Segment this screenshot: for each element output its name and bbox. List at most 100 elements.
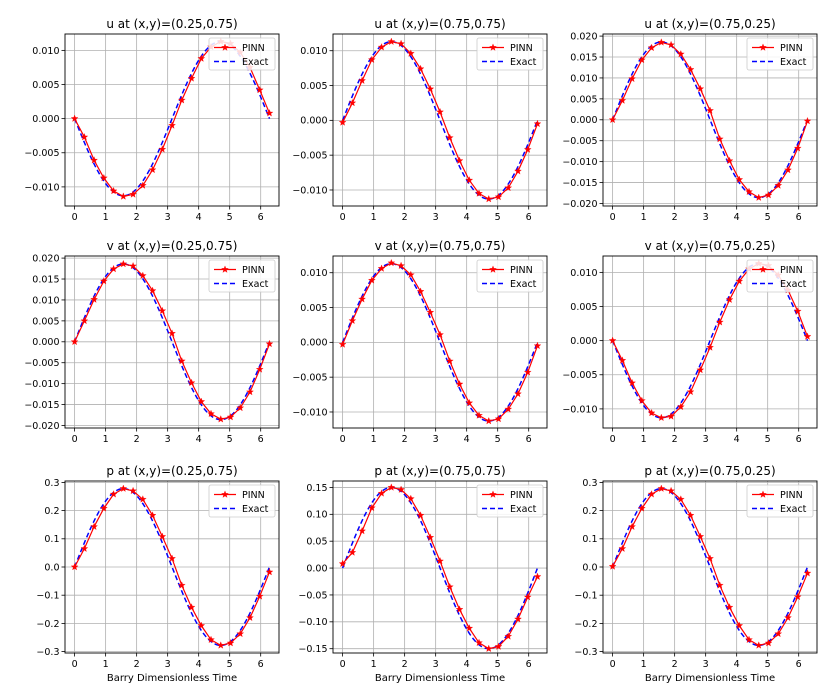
exact-curve	[73, 40, 271, 197]
x-tick-label: 3	[165, 434, 171, 445]
pinn-point	[784, 165, 792, 174]
pinn-point	[676, 402, 685, 411]
subplot-6: 0 1 2 3 4 5 6 −0.010 −0.005 0.000 0.005 0.010 v at (…	[562, 239, 818, 445]
x-tick-label: 3	[703, 212, 709, 223]
pinn-point	[226, 639, 235, 647]
y-tick-label: −0.1	[574, 591, 597, 602]
x-tick-label: 6	[796, 434, 802, 445]
pinn-point	[397, 261, 405, 270]
x-tick-label: 2	[134, 212, 140, 223]
x-tick-label: 3	[703, 659, 709, 670]
pinn-point	[484, 417, 493, 425]
y-tick-label: −0.05	[298, 590, 327, 601]
pinn-point	[686, 387, 695, 396]
legend-pinn-label: PINN	[780, 265, 803, 276]
pinn-point	[514, 615, 522, 623]
subplot-4: 0 1 2 3 4 5 6 −0.020 −0.015 −0.010 −0.005 0.000 0.00…	[24, 239, 280, 445]
pinn-point	[158, 306, 167, 315]
legend-pinn-label: PINN	[242, 265, 265, 276]
pinn-point	[70, 562, 79, 571]
pinn-point	[168, 329, 176, 337]
x-tick-label: 1	[103, 659, 109, 670]
y-tick-label: 0.3	[582, 478, 597, 489]
x-tick-label: 0	[72, 212, 78, 223]
pinn-point	[465, 176, 474, 184]
y-tick-label: −0.1	[36, 591, 59, 602]
y-tick-label: 0.020	[570, 31, 597, 42]
subplot-title: u at (x,y)=(0.75,0.75)	[374, 17, 505, 31]
pinn-point	[455, 380, 464, 388]
pinn-point	[793, 592, 802, 601]
pinn-point	[416, 287, 425, 295]
x-tick-label: 1	[371, 434, 377, 445]
pinn-point	[90, 295, 98, 303]
x-tick-label: 1	[641, 659, 647, 670]
pinn-point	[667, 40, 675, 49]
subplot-title: u at (x,y)=(0.25,0.75)	[106, 17, 237, 31]
pinn-point	[138, 271, 147, 279]
legend-exact-label: Exact	[510, 279, 537, 290]
x-tick-label: 6	[258, 659, 264, 670]
y-tick-label: 0.15	[306, 483, 327, 494]
pinn-point	[377, 43, 386, 51]
legend: PINN Exact	[746, 37, 814, 71]
y-tick-label: 0.1	[582, 534, 597, 545]
pinn-point	[197, 397, 206, 405]
pinn-point	[80, 133, 89, 141]
x-tick-label: 4	[734, 212, 740, 223]
exact-curve	[73, 487, 271, 647]
pinn-point	[706, 343, 714, 351]
y-tick-label: −0.005	[24, 148, 59, 159]
pinn-point	[436, 107, 444, 116]
exact-curve	[73, 263, 271, 421]
y-tick-label: 0.0	[44, 562, 59, 573]
x-tick-label: 6	[258, 212, 264, 223]
pinn-point	[358, 295, 366, 303]
x-tick-label: 6	[526, 434, 532, 445]
legend-pinn-marker	[221, 43, 229, 51]
y-tick-label: 0.3	[44, 478, 59, 489]
pinn-point	[504, 183, 513, 192]
y-tick-label: 0.1	[44, 534, 59, 545]
y-tick-label: −0.3	[574, 647, 597, 658]
y-tick-label: 0.005	[570, 302, 597, 313]
pinn-point	[735, 621, 744, 629]
pinn-point	[368, 503, 376, 512]
pinn-point	[236, 629, 245, 638]
x-tick-label: 4	[464, 434, 470, 445]
exact-curve	[341, 486, 539, 650]
x-tick-label: 5	[227, 659, 233, 670]
x-tick-label: 0	[610, 659, 616, 670]
x-tick-label: 0	[610, 434, 616, 445]
pinn-point	[696, 365, 705, 374]
pinn-point	[436, 557, 444, 565]
pinn-point	[445, 582, 454, 591]
pinn-point	[618, 544, 627, 552]
legend: PINN Exact	[208, 37, 276, 71]
pinn-point	[686, 511, 695, 519]
x-tick-label: 2	[134, 659, 140, 670]
subplot-title: v at (x,y)=(0.75,0.25)	[645, 239, 776, 253]
pinn-point	[406, 270, 415, 279]
pinn-point	[628, 522, 636, 530]
exact-curve	[611, 487, 809, 647]
x-tick-label: 0	[72, 659, 78, 670]
pinn-point	[618, 96, 627, 104]
x-tick-label: 2	[672, 212, 678, 223]
x-tick-label: 5	[227, 212, 233, 223]
pinn-point	[358, 526, 366, 535]
legend-pinn-label: PINN	[780, 43, 803, 54]
pinn-point	[445, 357, 454, 365]
pinn-point	[628, 378, 636, 387]
y-tick-label: −0.015	[24, 400, 59, 411]
legend: PINN Exact	[476, 37, 544, 71]
pinn-point	[236, 403, 245, 412]
pinn-point	[177, 96, 186, 104]
axes-frame	[64, 33, 280, 207]
x-tick-label: 6	[526, 659, 532, 670]
legend-pinn-marker	[759, 265, 767, 273]
pinn-point	[100, 173, 108, 182]
pinn-point	[426, 308, 435, 316]
legend-pinn-marker	[759, 43, 767, 51]
pinn-point	[504, 405, 513, 413]
